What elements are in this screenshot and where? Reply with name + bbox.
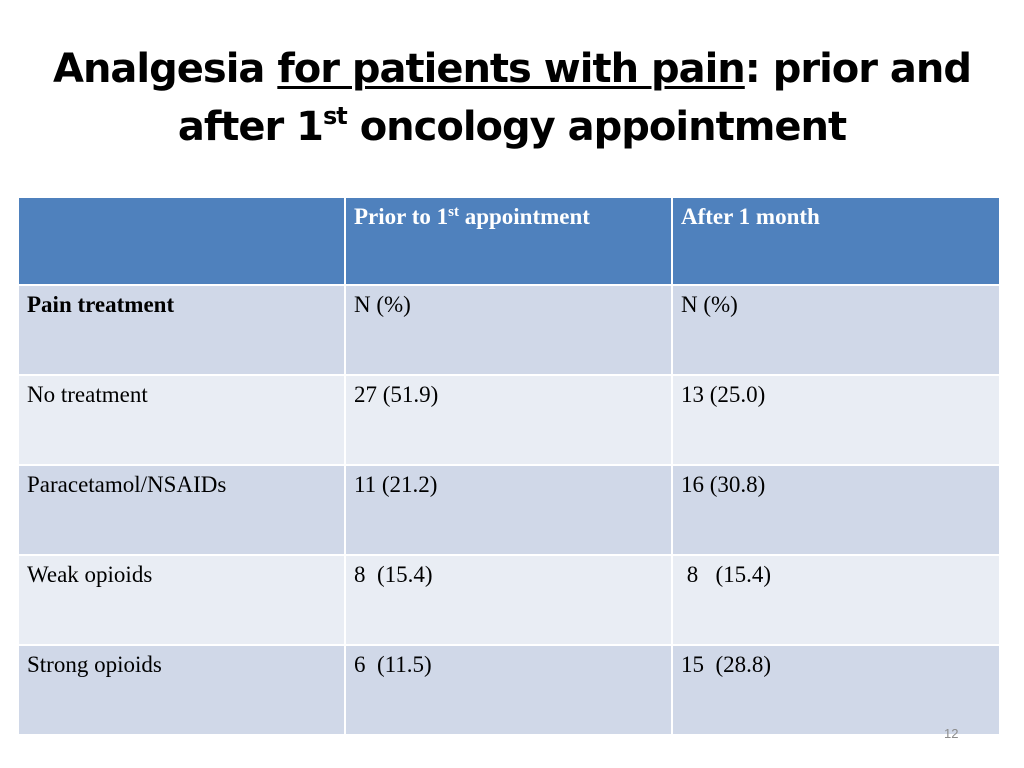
- title-part-1: Analgesia: [52, 46, 278, 92]
- row-after-value: 13 (25.0): [671, 374, 1001, 466]
- title-part-3: : prior and: [744, 46, 972, 92]
- header-prior-end: appointment: [458, 204, 590, 229]
- row-prior-value: 27 (51.9): [344, 374, 673, 466]
- row-prior-value: 8 (15.4): [344, 554, 673, 646]
- header-cell-prior: Prior to 1st appointment: [344, 196, 673, 286]
- title-line2-superscript: st: [323, 102, 348, 130]
- row-label: Pain treatment: [17, 284, 346, 376]
- row-prior-value: N (%): [344, 284, 673, 376]
- row-prior-value: 11 (21.2): [344, 464, 673, 556]
- table-row: Strong opioids 6 (11.5) 15 (28.8): [17, 644, 1001, 736]
- title-underlined-part: for patients with pain: [277, 46, 745, 92]
- header-cell-empty: [17, 196, 346, 286]
- row-after-value: 8 (15.4): [671, 554, 1001, 646]
- title-line2-start: after 1: [177, 104, 324, 150]
- slide-title: Analgesia for patients with pain: prior …: [0, 40, 1024, 156]
- row-after-value: 15 (28.8): [671, 644, 1001, 736]
- row-label: Strong opioids: [17, 644, 346, 736]
- table-header-row: Prior to 1st appointment After 1 month: [17, 196, 1001, 286]
- table-row: Pain treatment N (%) N (%): [17, 284, 1001, 376]
- row-prior-value: 6 (11.5): [344, 644, 673, 736]
- header-prior-superscript: st: [448, 204, 459, 220]
- table-row: Weak opioids 8 (15.4) 8 (15.4): [17, 554, 1001, 646]
- row-after-value: N (%): [671, 284, 1001, 376]
- table-row: Paracetamol/NSAIDs 11 (21.2) 16 (30.8): [17, 464, 1001, 556]
- header-prior-start: Prior to 1: [354, 204, 449, 229]
- row-label: Paracetamol/NSAIDs: [17, 464, 346, 556]
- header-cell-after: After 1 month: [671, 196, 1001, 286]
- slide-number: 12: [944, 726, 959, 741]
- title-line-2: after 1st oncology appointment: [0, 98, 1024, 156]
- title-line-1: Analgesia for patients with pain: prior …: [0, 40, 1024, 98]
- title-line2-end: oncology appointment: [346, 104, 847, 150]
- table-row: No treatment 27 (51.9) 13 (25.0): [17, 374, 1001, 466]
- row-after-value: 16 (30.8): [671, 464, 1001, 556]
- row-label: Weak opioids: [17, 554, 346, 646]
- analgesia-table: Prior to 1st appointment After 1 month P…: [17, 196, 1001, 736]
- row-label: No treatment: [17, 374, 346, 466]
